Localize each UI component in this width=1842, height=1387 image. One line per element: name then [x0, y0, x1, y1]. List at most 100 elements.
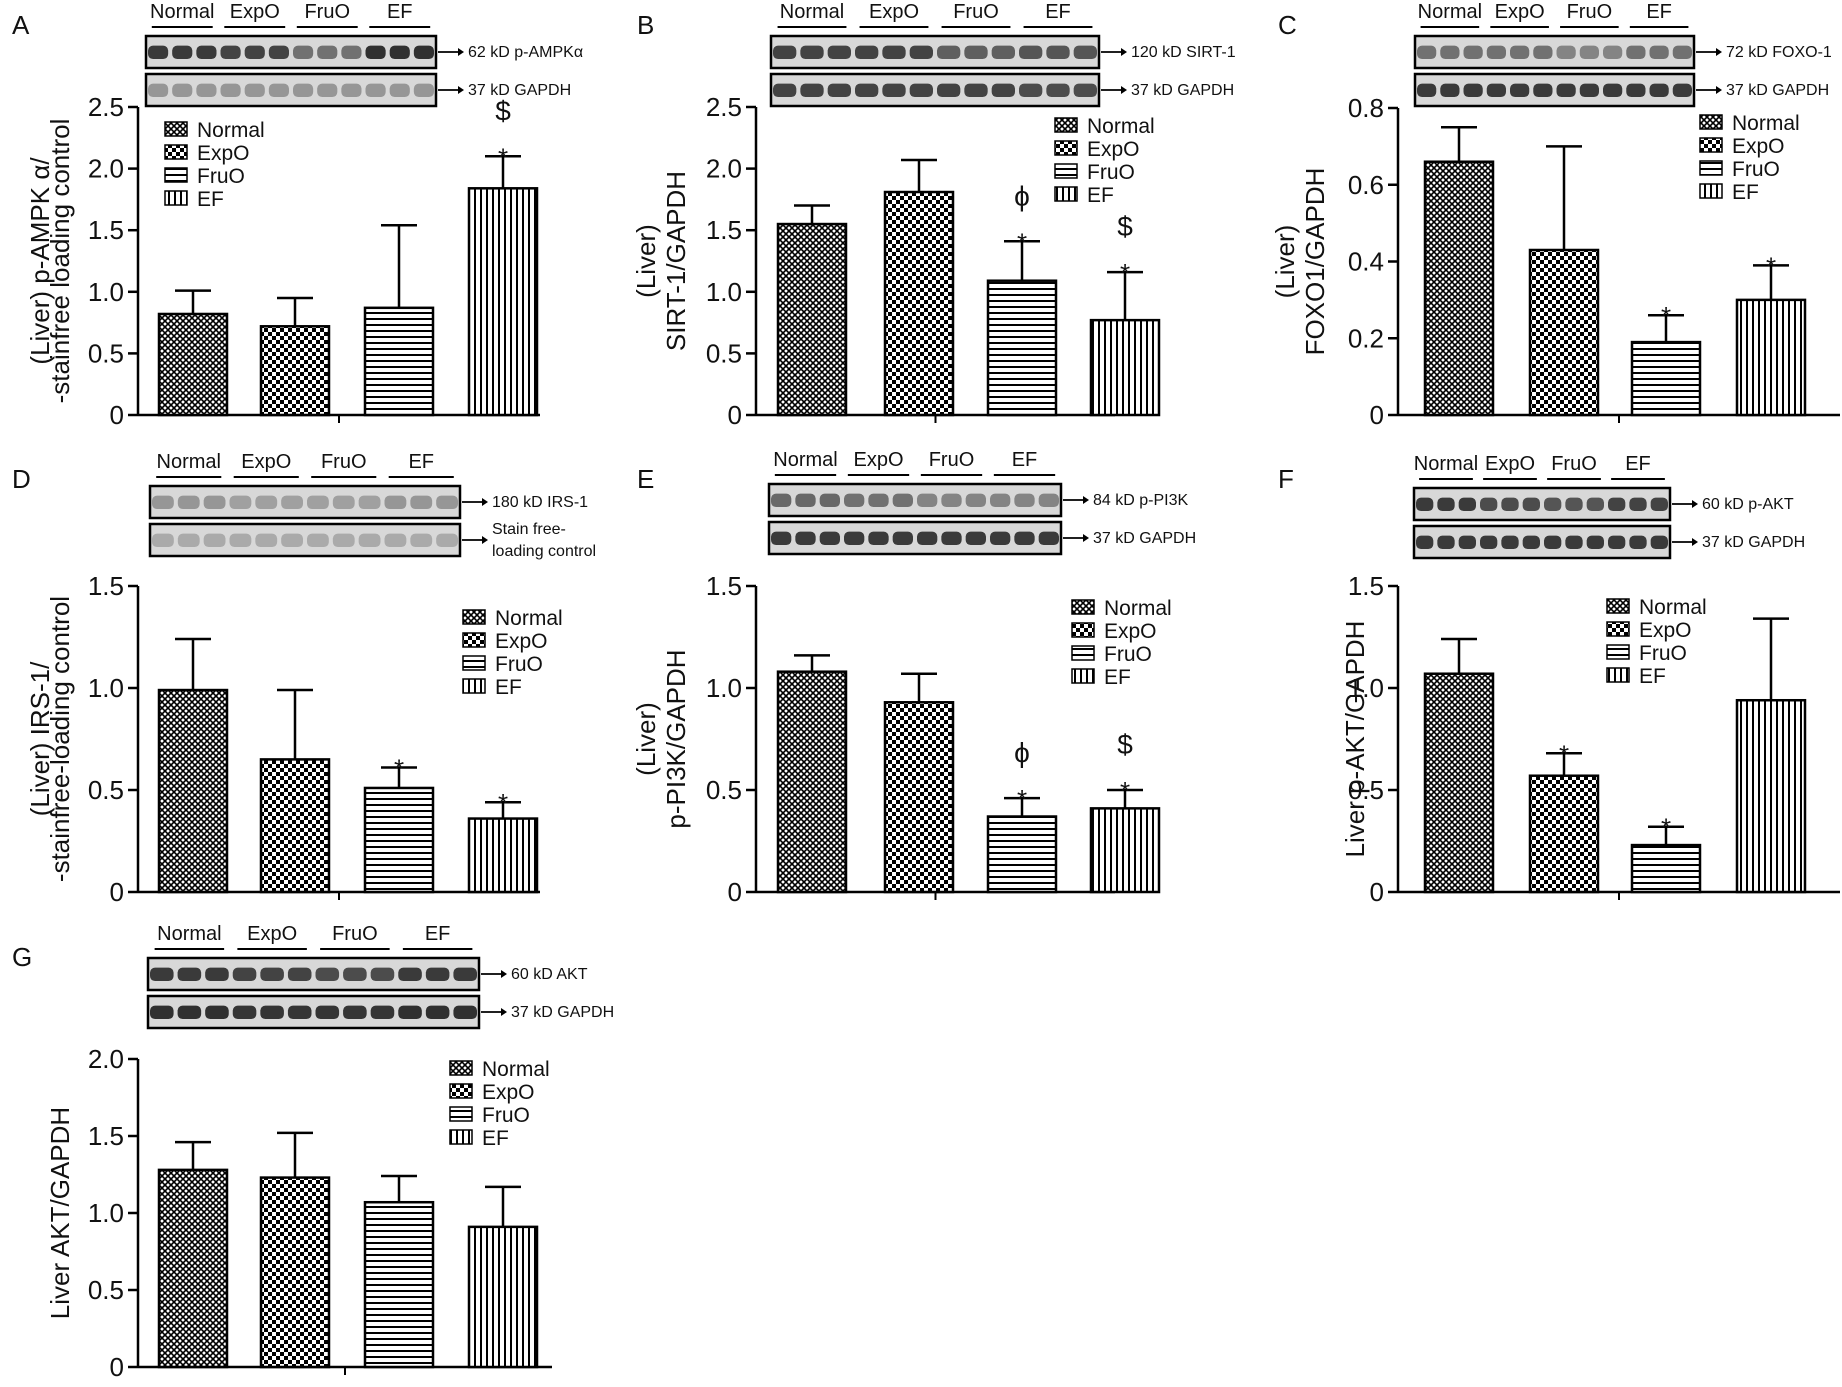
blot-band: [358, 495, 381, 510]
blot-band: [1565, 535, 1583, 550]
y-tick-label: 1.5: [706, 571, 742, 601]
blot-band: [1046, 45, 1070, 60]
blot-band: [917, 531, 938, 546]
y-tick-label: 0.5: [1348, 775, 1384, 805]
blot-strip: [146, 994, 481, 1030]
blot-band: [148, 45, 169, 60]
blot-band: [268, 83, 289, 98]
blot-lane-label: ExpO: [1495, 1, 1545, 23]
blot-band: [1417, 83, 1437, 98]
legend-label: Normal: [1087, 115, 1155, 138]
blot-band: [1629, 497, 1647, 512]
blot-label: 37 kD GAPDH: [511, 1004, 614, 1021]
blot-band: [1501, 535, 1519, 550]
legend-label: ExpO: [1639, 619, 1692, 642]
blot-band: [1608, 535, 1626, 550]
y-tick-label: 2.0: [88, 154, 124, 184]
legend-label: ExpO: [1104, 620, 1157, 643]
legend-label: EF: [1639, 665, 1666, 688]
blot-lane-label: FruO: [321, 451, 367, 473]
blot-band: [287, 1005, 312, 1020]
legend-label: ExpO: [1087, 138, 1140, 161]
bar: [986, 815, 1058, 894]
bar: [986, 279, 1058, 417]
blot-strip: [1413, 72, 1696, 108]
y-tick-label: 0: [110, 1352, 124, 1382]
blot-band: [150, 967, 174, 982]
blot-arrowhead: [501, 1008, 507, 1016]
blot-band: [1650, 497, 1668, 512]
y-axis-title-line: (Liver) IRS-1/: [25, 661, 55, 816]
legend-swatch: [1699, 114, 1723, 130]
blot-band: [370, 1005, 395, 1020]
legend-swatch: [1071, 622, 1095, 638]
blot-band: [795, 531, 816, 546]
bar: [1735, 298, 1807, 417]
blot-lane-label: EF: [408, 451, 434, 473]
blot-band: [343, 1005, 367, 1020]
blot-band: [1556, 83, 1576, 98]
legend-swatch: [449, 1106, 473, 1122]
blot-band: [425, 967, 450, 982]
y-axis-title-line: -stainfree-loading control: [45, 596, 75, 882]
blot-label: 37 kD GAPDH: [1131, 82, 1234, 99]
bar: [1630, 843, 1702, 894]
blot-band: [244, 83, 265, 98]
blot-lane-label: Normal: [1418, 1, 1482, 23]
legend-label: Normal: [1732, 112, 1800, 135]
blot-lane-label: EF: [387, 1, 413, 23]
blot-band: [260, 1005, 284, 1020]
blot-band: [436, 495, 458, 510]
y-tick-label: 2.0: [88, 1044, 124, 1074]
blot-band: [177, 1005, 202, 1020]
significance-marker: $: [1117, 729, 1133, 760]
legend-label: ExpO: [495, 630, 548, 653]
blot-band: [892, 493, 913, 508]
bar: [363, 786, 435, 894]
panel-letter: E: [637, 464, 654, 494]
blot-strip: [767, 520, 1063, 556]
y-tick-label: 2.0: [706, 154, 742, 184]
y-axis-title-line: (Liver): [631, 224, 661, 298]
blot-strip: [1412, 486, 1672, 522]
blot-band: [882, 83, 906, 98]
blot-band: [1544, 535, 1562, 550]
legend-swatch: [1054, 186, 1078, 202]
y-tick-label: 2.5: [706, 92, 742, 122]
blot-band: [410, 495, 433, 510]
blot-lane-label: FruO: [332, 923, 378, 945]
blot-band: [293, 83, 314, 98]
blot-lane-label: FruO: [1567, 1, 1613, 23]
legend-swatch: [449, 1060, 473, 1076]
blot-band: [384, 495, 407, 510]
blot-band: [384, 533, 407, 548]
blot-band: [413, 45, 434, 60]
legend-swatch: [462, 678, 486, 694]
legend-swatch: [1071, 645, 1095, 661]
y-axis-title-line: Liver AKT/GAPDH: [45, 1107, 75, 1319]
y-tick-label: 0.5: [706, 775, 742, 805]
blot-band: [1629, 535, 1647, 550]
blot-band: [1486, 83, 1506, 98]
y-tick-label: 0.5: [706, 338, 742, 368]
y-axis-title-line: (Liver): [1270, 225, 1300, 299]
western-blot: Normal ExpO FruO EF 120 kD SIRT-1 37 kD GAPDH: [769, 1, 1236, 108]
blot-lane-label: ExpO: [853, 449, 903, 471]
legend-label: FruO: [1639, 642, 1687, 665]
blot-band: [964, 83, 988, 98]
blot-band: [1522, 535, 1540, 550]
blot-arrowhead: [482, 536, 488, 544]
y-tick-label: 2.5: [88, 92, 124, 122]
blot-lane-label: ExpO: [247, 923, 297, 945]
legend-label: FruO: [1732, 158, 1780, 181]
blot-band: [229, 533, 252, 548]
blot-band: [1510, 83, 1530, 98]
blot-strip: [148, 522, 462, 558]
legend-label: EF: [1732, 181, 1759, 204]
blot-label: 37 kD GAPDH: [1093, 530, 1196, 547]
blot-band: [965, 493, 986, 508]
blot-lane-label: EF: [1646, 1, 1672, 23]
blot-band: [1649, 45, 1669, 60]
